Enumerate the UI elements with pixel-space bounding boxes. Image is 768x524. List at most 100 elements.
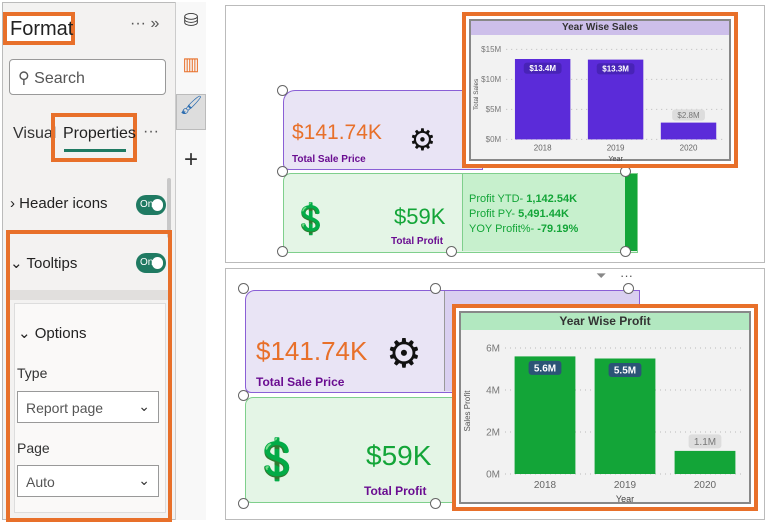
header-icons-toggle[interactable]: On [136, 195, 166, 215]
data-label: $13.4M [529, 64, 556, 73]
y-tick-label: 2M [486, 428, 500, 439]
x-tick-label: 2019 [614, 480, 637, 491]
search-input[interactable]: ⚲ Search [9, 59, 166, 95]
more-options-icon[interactable]: ··· [620, 268, 633, 283]
data-label: 5.6M [534, 363, 556, 374]
y-axis-title: Total Sales [473, 79, 480, 110]
resize-handle[interactable] [446, 246, 457, 257]
resize-handle[interactable] [430, 498, 441, 509]
x-tick-label: 2018 [534, 480, 557, 491]
y-tick-label: 4M [486, 386, 500, 397]
header-icons-label: Header icons [19, 195, 108, 212]
y-tick-label: $15M [481, 45, 501, 54]
divider [10, 290, 168, 300]
total-sale-label: Total Sale Price [256, 375, 345, 389]
more-options-icon[interactable]: ··· [130, 15, 146, 32]
type-label: Type [17, 365, 48, 381]
y-tick-label: 6M [486, 344, 500, 355]
page-dropdown[interactable]: Auto ⌄ [17, 465, 159, 497]
gear-dollar-icon: ⚙ [386, 332, 422, 376]
x-tick-label: 2020 [680, 144, 698, 153]
resize-handle[interactable] [238, 390, 249, 401]
data-label: $13.3M [602, 65, 629, 74]
data-label-bg [528, 360, 562, 375]
yoy-profit: YOY Profit%- -79.19% [469, 223, 579, 235]
y-tick-label: 0M [486, 470, 500, 481]
tooltips-section[interactable]: ⌄ Tooltips [10, 254, 77, 272]
resize-handle[interactable] [277, 246, 288, 257]
y-tick-label: $10M [481, 75, 501, 84]
chart-title: Year Wise Sales [471, 21, 729, 35]
data-label-bg [608, 363, 642, 377]
tooltips-label: Tooltips [26, 255, 78, 272]
tab-visual[interactable]: Visual [13, 125, 57, 142]
data-label: 1.1M [694, 437, 716, 448]
resize-handle[interactable] [623, 283, 634, 294]
total-profit-value: $59K [394, 204, 446, 229]
chevron-down-icon: ⌄ [138, 398, 150, 414]
sales-tooltip-chart: Year Wise Sales $0M $5M $10M $15M $13.4M 2018… [462, 12, 738, 168]
tabs-more-icon[interactable]: ··· [143, 123, 159, 140]
bar [660, 122, 717, 140]
collapse-pane-icon[interactable]: » [150, 15, 160, 32]
resize-handle[interactable] [238, 498, 249, 509]
total-profit-card[interactable]: 💲 $59K Total Profit Profit YTD- 1,142.54… [283, 173, 638, 253]
x-axis-title: Year [608, 154, 623, 163]
format-brush-icon[interactable]: 🖌 [176, 94, 206, 130]
resize-handle[interactable] [238, 283, 249, 294]
add-icon[interactable]: + [183, 146, 198, 173]
visualizations-sidebar: ⛁ ▥ 🖌 + [175, 2, 206, 520]
profit-tooltip-chart: Year Wise Profit 0M 2M 4M 6M 5.6M 2018 5.5M 201… [452, 304, 758, 511]
search-placeholder: Search [34, 70, 85, 87]
accent-bar [625, 174, 637, 251]
bar [674, 450, 736, 474]
x-tick-label: 2019 [607, 144, 625, 153]
total-sale-label: Total Sale Price [292, 154, 366, 165]
profit-growth-icon: 💲 [292, 203, 330, 236]
total-sale-card[interactable]: $141.74K Total Sale Price ⚙ [283, 90, 483, 170]
data-cylinder-icon[interactable]: ⛁ [183, 10, 199, 30]
total-profit-label: Total Profit [391, 236, 444, 247]
tab-properties-label: Properties [63, 125, 136, 142]
data-label-bg [688, 434, 722, 449]
resize-handle[interactable] [277, 166, 288, 177]
header-icons-section[interactable]: › Header icons [10, 195, 108, 212]
format-title: Format [3, 12, 75, 45]
sales-bar-chart: $0M $5M $10M $15M $13.4M 2018 $13.3M 2019 $2.8M 2… [473, 45, 725, 163]
tooltips-highlight [6, 230, 172, 522]
data-label-bg [523, 62, 562, 74]
chart-title: Year Wise Profit [461, 313, 749, 330]
y-tick-label: $0M [486, 135, 502, 144]
bar [514, 356, 576, 474]
chevron-down-icon: ⌄ [18, 325, 31, 342]
y-tick-label: $5M [486, 105, 502, 114]
type-dropdown[interactable]: Report page ⌄ [17, 391, 159, 423]
profit-growth-icon: 💲 [252, 438, 302, 482]
total-profit-label: Total Profit [364, 484, 427, 498]
resize-handle[interactable] [620, 246, 631, 257]
options-section[interactable]: ⌄ Options [18, 324, 86, 342]
total-profit-value: $59K [366, 440, 432, 471]
filter-icon[interactable]: ⏷ [596, 268, 607, 283]
gear-dollar-icon: ⚙ [409, 124, 436, 157]
tab-properties[interactable]: Properties [51, 113, 137, 162]
x-tick-label: 2018 [534, 144, 552, 153]
profit-details: Profit YTD- 1,142.54K Profit PY- 5,491.4… [462, 174, 626, 251]
profit-py: Profit PY- 5,491.44K [469, 208, 569, 220]
data-label-bg [672, 109, 705, 121]
tooltips-toggle[interactable]: On [136, 253, 166, 273]
x-axis-title: Year [616, 494, 634, 504]
resize-handle[interactable] [430, 283, 441, 294]
page-value: Auto [26, 474, 55, 490]
search-icon: ⚲ [18, 70, 30, 87]
resize-handle[interactable] [277, 85, 288, 96]
build-visual-icon[interactable]: ▥ [182, 54, 200, 74]
total-profit-card[interactable]: 💲 $59K Total Profit [245, 397, 455, 503]
total-sale-value: $141.74K [256, 336, 368, 366]
bar [594, 358, 656, 474]
scrollbar[interactable] [167, 178, 171, 238]
total-sale-value: $141.74K [292, 121, 382, 144]
profit-bar-chart: 0M 2M 4M 6M 5.6M 2018 5.5M 2019 1.1M 2020 Year Sale… [463, 344, 745, 504]
y-axis-title: Sales Profit [463, 390, 472, 432]
data-label: $2.8M [677, 111, 700, 120]
